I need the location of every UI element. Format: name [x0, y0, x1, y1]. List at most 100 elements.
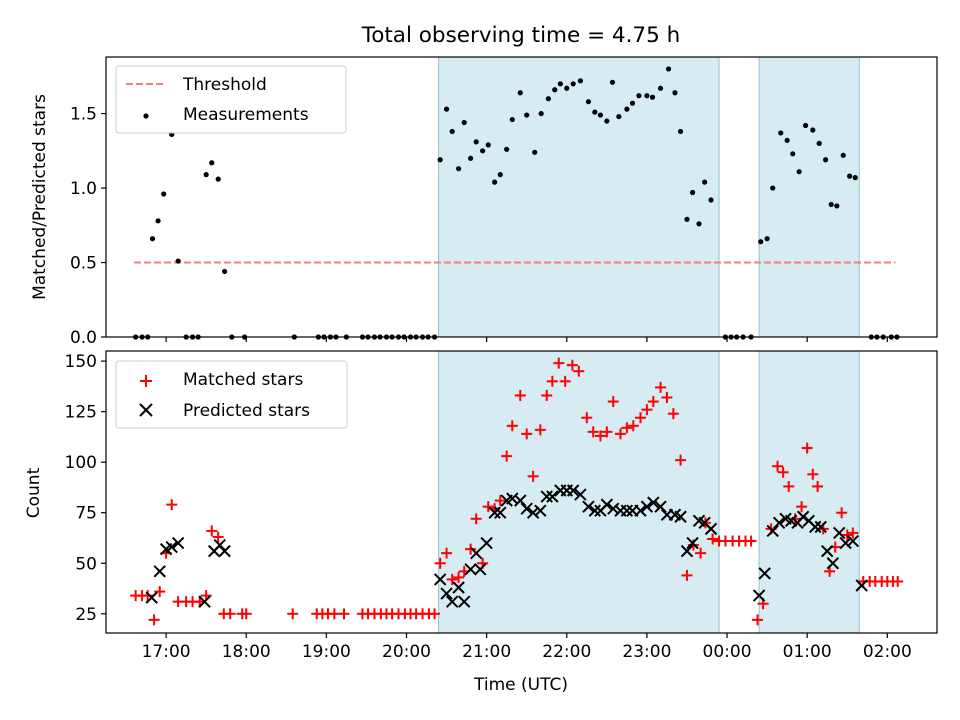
legend-predicted-swatch: [139, 403, 153, 417]
measurement-point: [532, 149, 538, 155]
measurement-point: [816, 140, 822, 146]
measurement-point: [517, 90, 523, 96]
measurement-point: [644, 93, 650, 99]
matched-stars-point: [154, 586, 166, 598]
top-y-axis-label: Matched/Predicted stars: [30, 94, 50, 300]
measurement-point: [770, 185, 776, 191]
measurement-point: [696, 221, 702, 227]
matched-stars-point: [661, 391, 673, 403]
predicted-stars-point: [470, 546, 483, 560]
top-axes-frame: [105, 56, 938, 338]
predicted-stars-point: [452, 581, 465, 594]
matched-stars-point: [573, 365, 585, 377]
y-tick-label: 0.0: [70, 328, 97, 348]
top-shaded-intervals: [438, 56, 860, 338]
matched-stars-point: [587, 426, 599, 438]
measurement-point: [847, 173, 853, 179]
figure-title: Total observing time = 4.75 h: [361, 23, 681, 48]
matched-stars-point: [751, 614, 763, 626]
matched-stars-point: [546, 375, 558, 387]
predicted-stars-point: [445, 595, 459, 608]
measurement-point: [649, 94, 656, 100]
predicted-stars-point: [826, 557, 840, 570]
measurement-point: [636, 93, 642, 99]
measurement-point: [585, 99, 592, 105]
predicted-stars-point: [546, 490, 559, 503]
predicted-stars-point: [582, 500, 595, 513]
measurement-point: [473, 139, 479, 145]
measurement-point: [545, 96, 551, 102]
matched-stars-point: [338, 608, 350, 620]
x-tick-label: 01:00: [783, 642, 832, 662]
bottom-y-ticks: 25 50 75 100 125 150: [65, 352, 106, 625]
y-tick-label: 1.5: [70, 105, 97, 125]
matched-stars-point: [647, 396, 659, 408]
matched-stars-point: [801, 442, 813, 454]
measurement-point: [702, 179, 708, 185]
measurement-point: [624, 106, 630, 112]
measurement-point: [461, 119, 467, 126]
measurement-point: [609, 79, 616, 85]
matched-stars-point: [142, 590, 154, 602]
legend-matched-label: Matched stars: [183, 370, 303, 390]
predicted-stars-point: [480, 536, 493, 550]
y-tick-label: 75: [75, 504, 97, 524]
matched-stars-point: [745, 535, 757, 547]
predicted-stars-point: [218, 544, 231, 558]
matched-stars-point: [287, 608, 299, 620]
matched-stars-point: [594, 430, 606, 442]
predicted-stars-point: [607, 502, 620, 515]
bottom-panel: 25 50 75 100 125 150 17:00 18:00 19:00 20:00 21:0…: [24, 350, 938, 695]
matched-stars-point: [521, 428, 533, 440]
matched-stars-point: [240, 608, 252, 620]
predicted-stars-point: [821, 544, 834, 558]
y-tick-label: 1.0: [70, 179, 97, 199]
predicted-stars-point: [566, 484, 580, 497]
measurement-point: [684, 216, 690, 222]
measurement-point: [677, 128, 684, 135]
measurement-point: [557, 81, 563, 87]
matched-stars-point: [783, 480, 795, 492]
measurement-point: [524, 112, 530, 118]
matched-stars-point: [494, 495, 506, 507]
x-tick-label: 22:00: [542, 642, 591, 662]
matched-stars-point: [581, 412, 593, 424]
top-x-ticks: [165, 337, 888, 342]
matched-stars-point: [812, 480, 824, 492]
measurement-point: [161, 191, 167, 197]
predicted-stars-point: [680, 544, 694, 558]
predicted-stars-point: [758, 567, 771, 580]
predicted-stars-point: [588, 504, 602, 517]
predicted-stars-point: [600, 498, 614, 511]
predicted-stars-point: [165, 540, 178, 554]
matched-stars-point: [627, 420, 639, 432]
matched-stars-point: [641, 404, 653, 416]
matched-stars-point: [675, 454, 687, 466]
y-tick-label: 0.5: [70, 254, 97, 274]
predicted-stars-point: [474, 563, 487, 576]
measurement-point: [215, 176, 221, 182]
measurement-point: [509, 116, 515, 123]
top-y-ticks: 0.0 0.5 1.0 1.5: [70, 105, 106, 348]
matched-stars-point: [836, 507, 848, 519]
matched-stars-point: [601, 426, 613, 438]
predicted-stars-point: [540, 490, 553, 503]
matched-stars-point: [777, 466, 789, 478]
measurement-point: [802, 122, 809, 129]
measurement-point: [708, 197, 714, 203]
predicted-stars-point: [198, 595, 211, 608]
x-tick-label: 23:00: [622, 642, 671, 662]
predicted-stars-point: [772, 516, 786, 530]
measurement-point: [480, 148, 486, 154]
measurement-point: [665, 66, 672, 72]
matched-stars-point: [206, 525, 218, 537]
measurement-point: [468, 155, 474, 161]
matched-stars-point: [621, 422, 633, 434]
y-tick-label: 25: [75, 605, 97, 625]
predicted-stars-point: [855, 579, 868, 592]
bottom-legend-box: [115, 360, 348, 429]
measurement-point: [437, 157, 443, 163]
bottom-legend: Matched stars Predicted stars: [115, 360, 348, 429]
measurement-point: [764, 236, 770, 242]
